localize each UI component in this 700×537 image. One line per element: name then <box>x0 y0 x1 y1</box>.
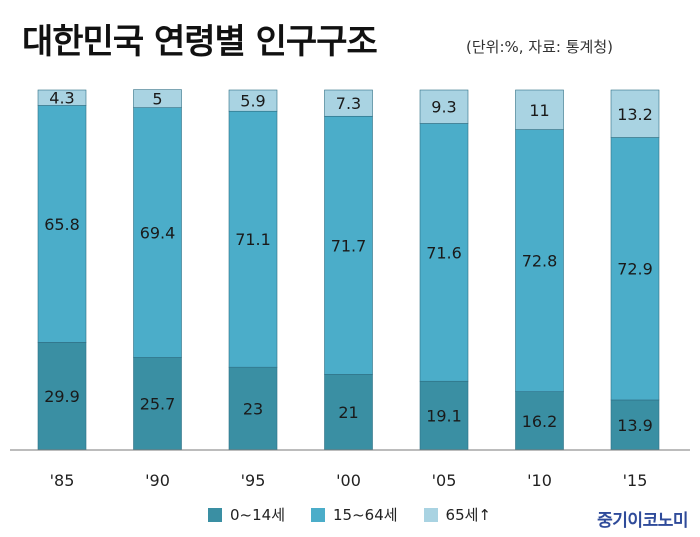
bar-segment-working <box>228 110 278 368</box>
value-labels-group: 29.9 65.8 4.3 25.7 69.4 5 23 71.1 5.9 21 71.7 7.3 19… <box>44 89 653 435</box>
bar-segment-young <box>228 366 278 451</box>
bar-segment-working <box>610 137 660 401</box>
data-label: 21 <box>338 403 358 422</box>
chart-subtitle: (단위:%, 자료: 통계청) <box>466 38 613 56</box>
bar-segment-working <box>419 123 469 382</box>
data-label: 71.1 <box>235 230 271 249</box>
bar-segment-working <box>324 115 373 375</box>
data-label: 25.7 <box>140 395 176 414</box>
chart-title: 대한민국 연령별 인구구조 <box>22 22 378 62</box>
data-label: 11 <box>529 101 549 120</box>
legend-label-working: 15~64세 <box>333 506 398 524</box>
x-tick-label: '90 <box>145 471 170 490</box>
x-tick-label: '15 <box>623 471 648 490</box>
publisher-logo: 중기이코노미 <box>597 511 688 531</box>
data-label: 71.6 <box>426 243 462 262</box>
data-label: 5 <box>152 90 162 109</box>
legend-swatch-young <box>208 507 222 522</box>
data-label: 29.9 <box>44 387 80 406</box>
x-tick-label: '95 <box>241 471 266 490</box>
legend-swatch-working <box>311 507 325 522</box>
bar-segment-elderly <box>324 89 373 117</box>
data-label: 5.9 <box>240 92 265 111</box>
x-tick-label: '05 <box>432 471 457 490</box>
data-label: 16.2 <box>522 412 558 431</box>
data-label: 72.9 <box>617 260 653 279</box>
data-label: 65.8 <box>44 215 80 234</box>
legend-item-working: 15~64세 <box>311 504 398 525</box>
bars-group <box>37 89 660 451</box>
legend-item-young: 0~14세 <box>208 504 285 525</box>
x-tick-label: '85 <box>50 471 75 490</box>
x-tick-label: '10 <box>527 471 552 490</box>
data-label: 13.2 <box>617 105 653 124</box>
bar-segment-elderly <box>515 89 564 130</box>
bar-segment-working <box>515 129 564 392</box>
data-label: 72.8 <box>522 252 558 271</box>
bar-segment-elderly <box>133 89 182 108</box>
bar-segment-young <box>610 399 660 451</box>
legend: 0~14세 15~64세 65세↑ <box>208 504 491 525</box>
bar-segment-elderly <box>419 89 469 124</box>
data-label: 7.3 <box>336 94 361 113</box>
x-tick-labels-group: '85 '90 '95 '00 '05 '10 '15 <box>50 471 648 490</box>
data-label: 4.3 <box>49 89 74 108</box>
bar-segment-working <box>37 105 87 343</box>
legend-swatch-elderly <box>423 507 438 522</box>
bar-segment-young <box>324 374 373 451</box>
bar-segment-young <box>133 357 182 451</box>
x-tick-label: '00 <box>336 471 361 490</box>
legend-label-young: 0~14세 <box>230 506 285 524</box>
data-label: 23 <box>243 400 263 419</box>
bar-segment-elderly <box>37 89 87 106</box>
bar-segment-young <box>419 380 469 451</box>
bar-segment-young <box>515 391 564 451</box>
legend-item-elderly: 65세↑ <box>423 504 492 525</box>
data-label: 9.3 <box>431 98 456 117</box>
bar-segment-elderly <box>610 89 660 138</box>
bar-segment-elderly <box>228 89 278 112</box>
bar-segment-young <box>37 342 87 451</box>
data-label: 69.4 <box>140 224 176 243</box>
legend-label-elderly: 65세↑ <box>445 506 492 524</box>
data-label: 13.9 <box>617 416 653 435</box>
data-label: 71.7 <box>331 236 367 255</box>
data-label: 19.1 <box>426 407 462 426</box>
